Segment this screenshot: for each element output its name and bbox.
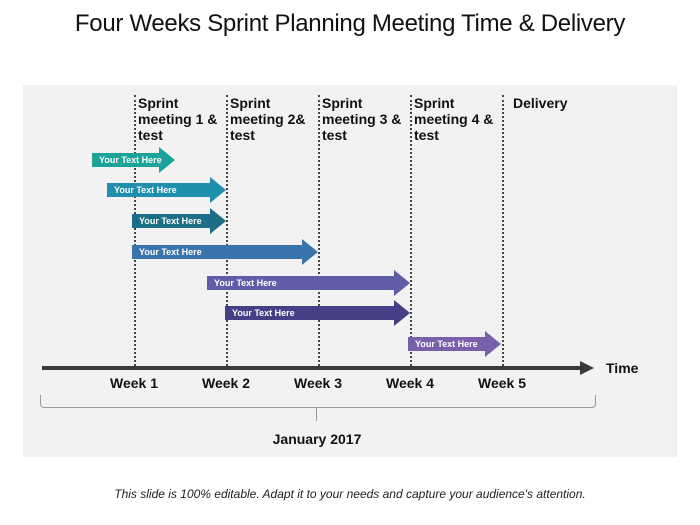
arrowhead-icon	[159, 147, 175, 173]
axis-label: Time	[606, 360, 639, 376]
task-arrow: Your Text Here	[92, 147, 175, 173]
arrow-shaft	[207, 276, 394, 290]
slide-title: Four Weeks Sprint Planning Meeting Time …	[74, 10, 626, 37]
arrowhead-icon	[210, 208, 226, 234]
task-arrow: Your Text Here	[132, 239, 318, 265]
arrow-label: Your Text Here	[415, 339, 478, 349]
period-label: January 2017	[272, 431, 362, 447]
arrow-shaft	[132, 214, 210, 228]
column-divider	[318, 95, 320, 370]
week-label: Week 4	[386, 375, 434, 391]
week-label: Week 3	[294, 375, 342, 391]
period-brace	[40, 395, 596, 408]
arrow-label: Your Text Here	[232, 308, 295, 318]
period-brace-tip	[316, 407, 317, 421]
task-arrow: Your Text Here	[207, 270, 410, 296]
arrow-label: Your Text Here	[139, 247, 202, 257]
arrow-shaft	[107, 183, 210, 197]
column-label: Delivery	[513, 95, 568, 111]
arrow-shaft	[408, 337, 485, 351]
column-divider	[410, 95, 412, 370]
arrow-label: Your Text Here	[139, 216, 202, 226]
column-label: Sprint meeting 1 & test	[138, 95, 218, 143]
arrow-shaft	[225, 306, 394, 320]
footer-note: This slide is 100% editable. Adapt it to…	[114, 487, 586, 501]
task-arrow: Your Text Here	[408, 331, 501, 357]
week-label: Week 1	[110, 375, 158, 391]
column-label: Sprint meeting 3 & test	[322, 95, 402, 143]
column-divider	[502, 95, 504, 370]
arrow-label: Your Text Here	[114, 185, 177, 195]
arrow-label: Your Text Here	[214, 278, 277, 288]
arrowhead-icon	[485, 331, 501, 357]
column-divider	[134, 95, 136, 370]
axis-arrowhead-icon	[580, 361, 594, 375]
arrowhead-icon	[210, 177, 226, 203]
week-label: Week 2	[202, 375, 250, 391]
column-label: Sprint meeting 4 & test	[414, 95, 494, 143]
week-label: Week 5	[478, 375, 526, 391]
arrow-label: Your Text Here	[99, 155, 162, 165]
arrowhead-icon	[394, 300, 410, 326]
task-arrow: Your Text Here	[225, 300, 410, 326]
timeline-panel	[23, 85, 677, 457]
task-arrow: Your Text Here	[132, 208, 226, 234]
arrow-shaft	[132, 245, 302, 259]
column-label: Sprint meeting 2& test	[230, 95, 306, 143]
arrowhead-icon	[302, 239, 318, 265]
arrow-shaft	[92, 153, 159, 167]
arrowhead-icon	[394, 270, 410, 296]
task-arrow: Your Text Here	[107, 177, 226, 203]
time-axis	[42, 366, 582, 370]
column-divider	[226, 95, 228, 370]
